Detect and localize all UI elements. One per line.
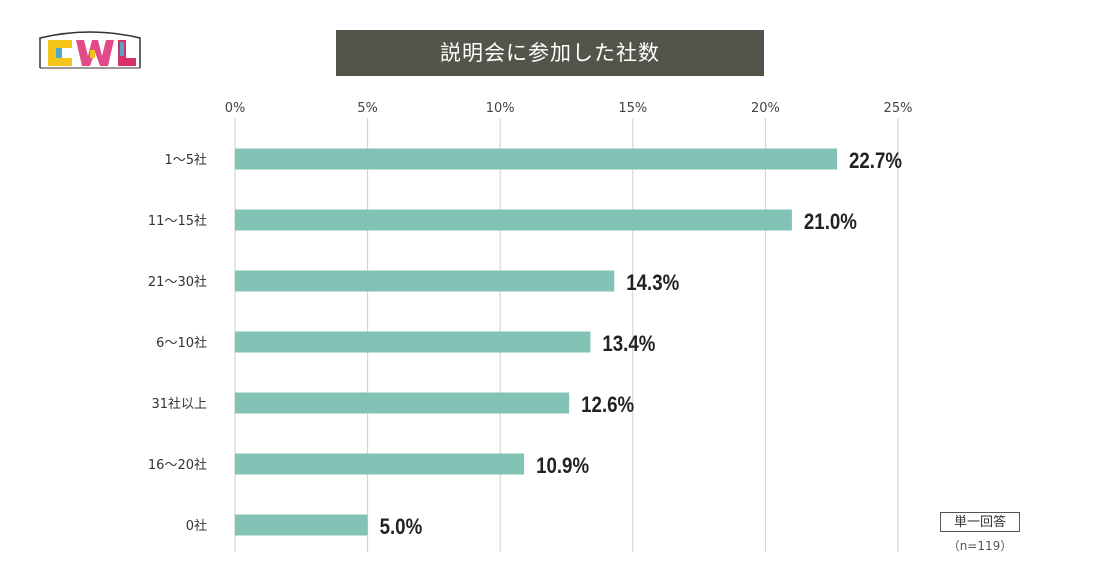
data-label: 21.0% bbox=[804, 211, 857, 235]
data-label: 10.9% bbox=[536, 455, 589, 479]
category-label: 21～30社 bbox=[148, 274, 207, 290]
category-label: 11～15社 bbox=[148, 213, 207, 229]
category-label: 0社 bbox=[186, 518, 207, 534]
data-label: 13.4% bbox=[602, 333, 655, 357]
sample-size-note: （n=119） bbox=[947, 539, 1013, 553]
category-label: 16～20社 bbox=[148, 457, 207, 473]
data-label: 14.3% bbox=[626, 272, 679, 296]
bar bbox=[235, 148, 838, 170]
category-label: 1～5社 bbox=[164, 152, 207, 168]
x-tick-label: 10% bbox=[486, 101, 515, 116]
category-label: 31社以上 bbox=[151, 396, 207, 412]
x-tick-label: 20% bbox=[751, 101, 780, 116]
bar bbox=[235, 270, 615, 292]
x-tick-label: 5% bbox=[357, 101, 378, 116]
answer-type-badge: 単一回答 bbox=[940, 512, 1020, 532]
bar bbox=[235, 514, 368, 536]
bar bbox=[235, 331, 591, 353]
category-label: 6～10社 bbox=[156, 335, 207, 351]
chart-title: 説明会に参加した社数 bbox=[336, 30, 764, 76]
x-tick-label: 15% bbox=[618, 101, 647, 116]
data-label: 5.0% bbox=[380, 516, 423, 540]
x-tick-label: 25% bbox=[884, 101, 913, 116]
data-label: 22.7% bbox=[849, 150, 902, 174]
bar bbox=[235, 392, 570, 414]
cwl-logo bbox=[39, 31, 141, 69]
x-tick-label: 0% bbox=[225, 101, 246, 116]
bar bbox=[235, 453, 525, 475]
bar bbox=[235, 209, 792, 231]
data-label: 12.6% bbox=[581, 394, 634, 418]
